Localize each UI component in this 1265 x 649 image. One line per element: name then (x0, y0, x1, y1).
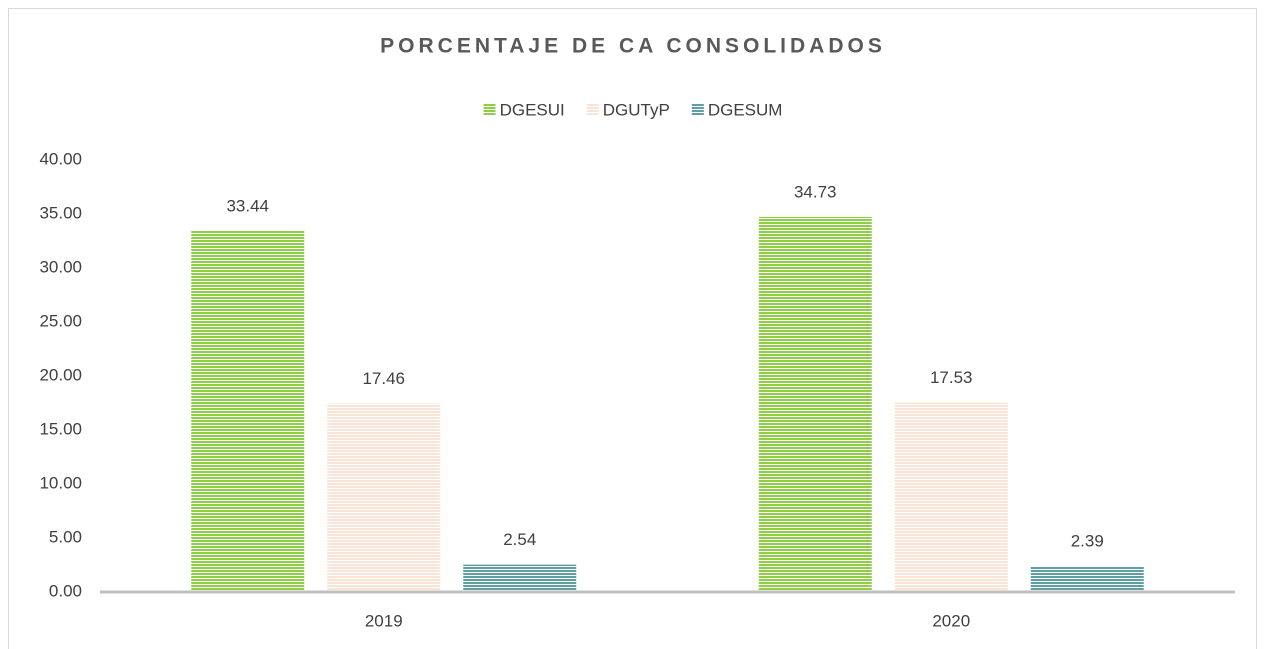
bar (758, 216, 872, 592)
y-tick-label: 30.00 (39, 257, 82, 276)
y-tick-label: 0.00 (49, 581, 82, 600)
y-tick-label: 5.00 (49, 527, 82, 546)
data-label: 17.53 (930, 368, 973, 387)
legend-swatch (691, 104, 704, 116)
legend-swatch (483, 104, 496, 116)
y-tick-label: 25.00 (39, 311, 82, 330)
legend-item: DGUTyP (586, 100, 670, 119)
legend-label: DGESUI (500, 100, 565, 119)
y-tick-label: 20.00 (39, 365, 82, 384)
chart-title: PORCENTAJE DE CA CONSOLIDADOS (380, 35, 886, 58)
data-label: 17.46 (362, 369, 405, 388)
legend-swatch (586, 104, 599, 116)
data-label: 33.44 (226, 196, 269, 215)
x-tick-label: 2020 (932, 611, 970, 630)
y-tick-label: 35.00 (39, 203, 82, 222)
legend-item: DGESUI (483, 100, 565, 119)
data-label: 2.54 (503, 530, 536, 549)
x-tick-label: 2019 (365, 611, 403, 630)
bar (894, 402, 1008, 592)
y-tick-label: 40.00 (39, 149, 82, 168)
legend-label: DGUTyP (603, 100, 670, 119)
y-tick-label: 10.00 (39, 473, 82, 492)
bar (191, 230, 305, 592)
bar (327, 403, 441, 592)
bar (463, 564, 577, 592)
bar (1030, 566, 1144, 592)
y-tick-label: 15.00 (39, 419, 82, 438)
data-label: 2.39 (1071, 532, 1104, 551)
data-label: 34.73 (794, 182, 837, 201)
legend-item: DGESUM (691, 100, 783, 119)
legend-label: DGESUM (708, 100, 783, 119)
